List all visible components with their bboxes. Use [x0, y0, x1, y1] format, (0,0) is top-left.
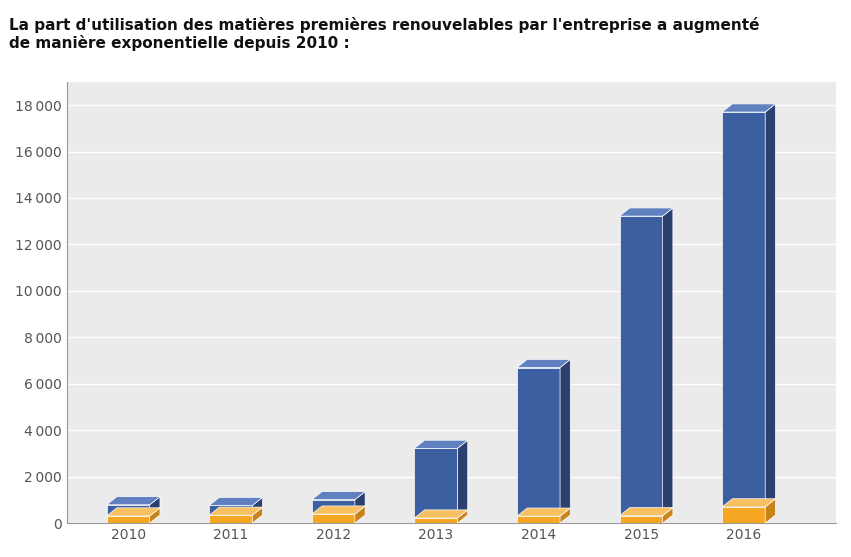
Polygon shape [209, 497, 263, 506]
Polygon shape [311, 514, 355, 523]
Polygon shape [355, 491, 365, 514]
Polygon shape [209, 507, 263, 515]
Polygon shape [517, 368, 560, 516]
Polygon shape [209, 515, 252, 523]
Polygon shape [620, 516, 663, 523]
Polygon shape [458, 440, 468, 518]
Polygon shape [765, 104, 775, 507]
Polygon shape [209, 506, 252, 515]
Polygon shape [311, 500, 355, 514]
Polygon shape [355, 506, 365, 523]
Polygon shape [517, 516, 560, 523]
Polygon shape [150, 508, 160, 523]
Polygon shape [517, 508, 570, 516]
Polygon shape [252, 497, 263, 515]
Polygon shape [414, 518, 458, 523]
Polygon shape [106, 497, 160, 505]
Polygon shape [722, 499, 775, 507]
Polygon shape [560, 508, 570, 523]
Polygon shape [414, 510, 468, 518]
Polygon shape [458, 510, 468, 523]
Polygon shape [414, 440, 468, 448]
Polygon shape [414, 448, 458, 518]
Polygon shape [620, 216, 663, 516]
Polygon shape [560, 359, 570, 516]
Polygon shape [620, 507, 673, 516]
Polygon shape [517, 359, 570, 368]
Polygon shape [252, 507, 263, 523]
Polygon shape [765, 499, 775, 523]
Polygon shape [663, 507, 673, 523]
Polygon shape [311, 491, 365, 500]
Polygon shape [106, 508, 160, 516]
Polygon shape [722, 104, 775, 112]
Polygon shape [722, 112, 765, 507]
Polygon shape [150, 497, 160, 516]
Polygon shape [663, 208, 673, 516]
Polygon shape [722, 507, 765, 523]
Polygon shape [106, 516, 150, 523]
Polygon shape [620, 208, 673, 216]
Text: La part d'utilisation des matières premières renouvelables par l'entreprise a au: La part d'utilisation des matières premi… [9, 17, 759, 51]
Polygon shape [106, 505, 150, 516]
Polygon shape [311, 506, 365, 514]
